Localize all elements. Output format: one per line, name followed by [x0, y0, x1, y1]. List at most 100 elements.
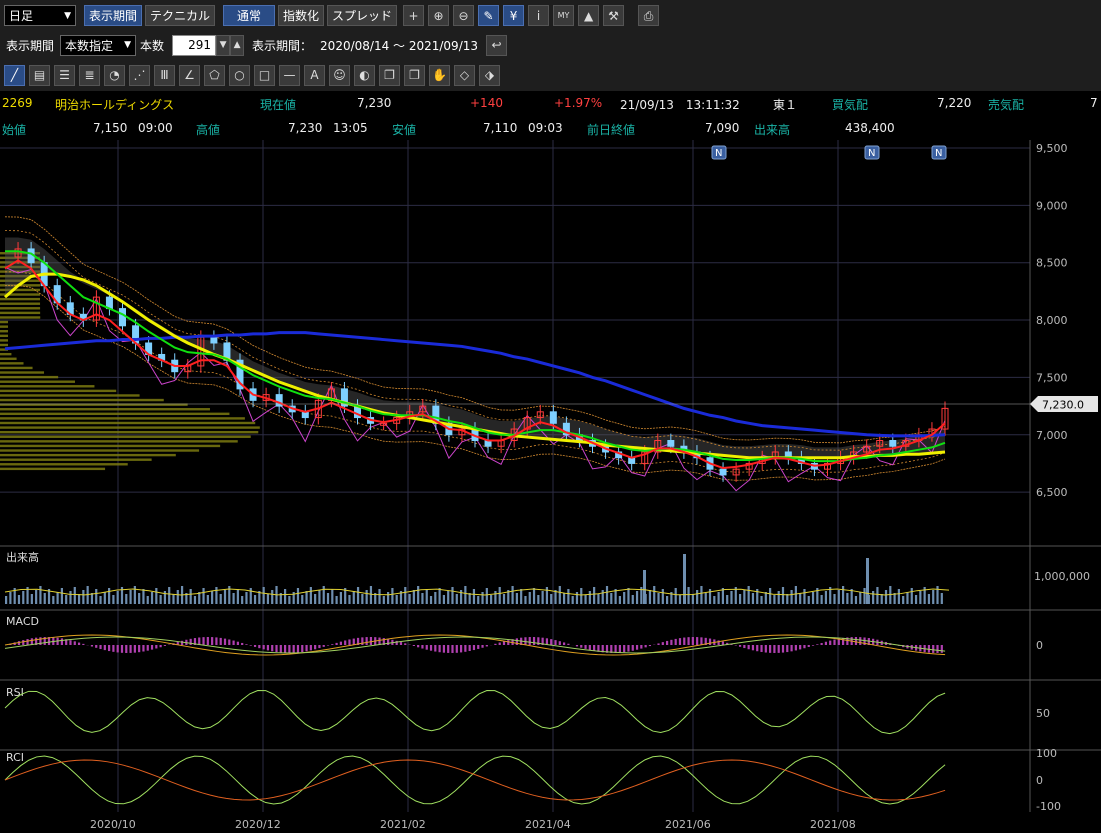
- volume-bar: [790, 590, 793, 604]
- macd-histogram-bar: [387, 638, 390, 645]
- mode-select-value: 本数指定: [65, 38, 114, 53]
- pentagon-icon[interactable]: ⬠: [204, 64, 225, 86]
- volume-bar: [112, 595, 115, 604]
- volume-profile-bar: [0, 380, 75, 383]
- text-icon[interactable]: A: [304, 64, 325, 86]
- gann-fan-icon[interactable]: ◔: [104, 64, 125, 86]
- volume-profile-bar: [0, 389, 117, 393]
- macd-histogram-bar: [631, 645, 634, 651]
- vertical-lines-icon[interactable]: Ⅲ: [154, 64, 175, 86]
- count-spinner-up-icon[interactable]: ▲: [230, 34, 245, 56]
- mode-normal-button[interactable]: 通常: [223, 5, 276, 26]
- pencil-icon[interactable]: ✎: [478, 5, 500, 26]
- mode-select[interactable]: 本数指定 ▼: [60, 34, 137, 56]
- macd-histogram-bar: [60, 638, 63, 645]
- volume-bar: [412, 590, 415, 604]
- tab-display-period[interactable]: 表示期間: [84, 5, 143, 26]
- macd-histogram-bar: [687, 637, 690, 645]
- volume-bar: [434, 592, 437, 604]
- circle-icon[interactable]: ○: [229, 64, 250, 86]
- volume-profile-bar: [0, 398, 164, 402]
- trendline-icon[interactable]: ╱: [4, 64, 25, 86]
- macd-histogram-bar: [120, 645, 124, 653]
- macd-histogram-bar: [541, 637, 544, 645]
- area-chart-icon[interactable]: ▲: [578, 5, 600, 26]
- macd-histogram-bar: [575, 645, 579, 647]
- multi-lines-icon[interactable]: ≣: [79, 64, 100, 86]
- count-spinner-down-icon[interactable]: ▼: [216, 34, 231, 56]
- volume-bar: [159, 595, 162, 604]
- tab-technical[interactable]: テクニカル: [145, 5, 216, 26]
- volume-profile-bar: [0, 297, 41, 301]
- macd-histogram-bar: [159, 645, 162, 648]
- price-tick-label: 7,500: [1036, 371, 1068, 384]
- main-toolbar: 日足 ▼ 表示期間 テクニカル 通常 指数化 スプレッド + ⊕ ⊖ ✎ ¥ i MY ▲ ⚒ ⎙: [0, 0, 1101, 31]
- paste-icon[interactable]: ❐: [404, 64, 425, 86]
- macd-histogram-bar: [378, 637, 381, 645]
- volume-bar: [502, 594, 506, 604]
- macd-histogram-bar: [502, 641, 506, 645]
- volume-profile-bar: [0, 467, 106, 471]
- yen-icon[interactable]: ¥: [503, 5, 525, 26]
- period-select[interactable]: 日足 ▼: [4, 5, 76, 26]
- crosshair-icon[interactable]: +: [403, 5, 425, 26]
- volume-bar: [811, 592, 815, 604]
- copy-icon[interactable]: ❐: [379, 64, 400, 86]
- horizontal-line-icon[interactable]: —: [279, 64, 300, 86]
- eraser-icon[interactable]: ◇: [454, 64, 475, 86]
- wrench-icon[interactable]: ⚒: [603, 5, 625, 26]
- volume-bar: [374, 593, 377, 604]
- volume-bar: [472, 589, 476, 604]
- macd-histogram-bar: [339, 641, 342, 645]
- volume-bar: [781, 587, 785, 604]
- rectangle-icon[interactable]: □: [254, 64, 275, 86]
- macd-histogram-bar: [485, 645, 488, 647]
- volume-bar: [764, 592, 767, 604]
- macd-histogram-bar: [567, 643, 570, 645]
- color-icon[interactable]: ◐: [354, 64, 375, 86]
- hand-icon[interactable]: ✋: [429, 64, 450, 86]
- candle-body: [863, 445, 871, 453]
- volume-bar: [9, 592, 12, 604]
- macd-histogram-bar: [794, 645, 797, 651]
- macd-histogram-bar: [202, 637, 205, 645]
- mode-spread-button[interactable]: スプレッド: [327, 5, 398, 26]
- count-input[interactable]: 291: [172, 34, 217, 56]
- angle-icon[interactable]: ∠: [179, 64, 200, 86]
- bollinger-band: [4, 216, 946, 444]
- change-pct: +1.97%: [554, 96, 603, 110]
- volume-bar: [73, 587, 76, 604]
- macd-histogram-bar: [331, 644, 334, 645]
- volume-bar: [468, 593, 471, 604]
- volume-bar: [292, 592, 295, 604]
- macd-histogram-bar: [790, 645, 793, 652]
- return-icon[interactable]: ↩: [486, 34, 508, 56]
- volume-bar: [13, 588, 16, 604]
- fan-lines-icon[interactable]: ⋰: [129, 64, 150, 86]
- volume-bar: [464, 586, 467, 604]
- volume-profile-bar: [0, 348, 8, 351]
- mode-index-button[interactable]: 指数化: [278, 5, 325, 26]
- zoom-in-icon[interactable]: ⊕: [428, 5, 450, 26]
- macd-histogram-bar: [176, 642, 179, 645]
- zoom-out-icon[interactable]: ⊖: [453, 5, 475, 26]
- clear-icon[interactable]: ⬗: [479, 64, 500, 86]
- my-chart-icon[interactable]: MY: [553, 5, 575, 26]
- volume-bar: [296, 588, 300, 604]
- horizontal-lines-icon[interactable]: ☰: [54, 64, 75, 86]
- news-marker-label: N: [715, 148, 722, 159]
- print-icon[interactable]: ⎙: [638, 5, 660, 26]
- volume-bar: [202, 588, 205, 604]
- macd-histogram-bar: [464, 645, 467, 652]
- chevron-down-icon: ▼: [64, 10, 71, 21]
- candle-body: [340, 388, 348, 407]
- ruler-icon[interactable]: ▤: [29, 64, 50, 86]
- volume-bar: [438, 588, 441, 604]
- stock-chart[interactable]: 7,230.0 N N N 出来高 MACD RSI RCI 9,500 9,000 8…: [0, 140, 1101, 833]
- stamp-icon[interactable]: ☺: [329, 64, 350, 86]
- macd-histogram-bar: [47, 637, 51, 645]
- info-icon[interactable]: i: [528, 5, 550, 26]
- volume-bar: [605, 586, 609, 604]
- macd-histogram-bar: [605, 645, 609, 653]
